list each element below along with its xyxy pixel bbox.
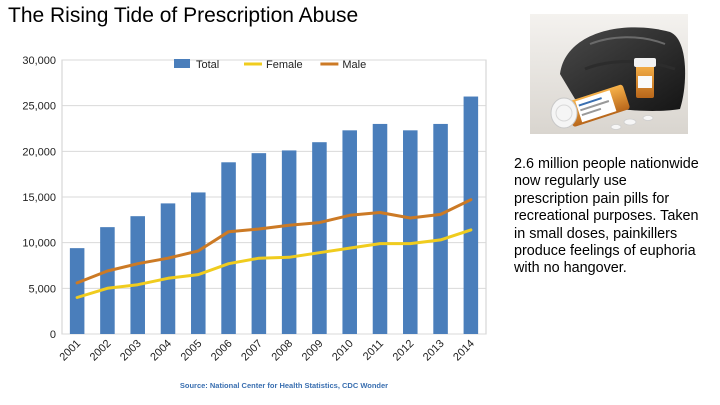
x-tick-label: 2005	[179, 338, 205, 364]
bar-total	[100, 227, 115, 334]
bar-total	[312, 142, 327, 334]
x-tick-label: 2012	[391, 338, 417, 364]
x-tick-label: 2010	[330, 338, 356, 364]
y-tick-label: 25,000	[22, 101, 56, 113]
bar-total	[281, 150, 297, 334]
x-tick-label: 2009	[300, 338, 326, 364]
bar-total	[403, 130, 418, 334]
y-tick-label: 30,000	[22, 55, 56, 67]
caption-text: 2.6 million people nationwide now regula…	[514, 156, 699, 277]
x-tick-label: 2007	[239, 338, 265, 364]
x-tick-label: 2008	[269, 338, 295, 364]
x-tick-label: 2003	[118, 338, 144, 364]
slide-title: The Rising Tide of Prescription Abuse	[8, 4, 359, 27]
bar-total	[191, 192, 206, 334]
bar-total	[342, 130, 357, 334]
y-tick-label: 15,000	[22, 192, 56, 204]
chart: 0 5,000 10,000 15,000 20,000 25,000 30,000 2001…	[4, 44, 500, 400]
y-tick-label: 10,000	[22, 238, 56, 250]
y-tick-label: 20,000	[22, 146, 56, 158]
y-tick-label: 0	[50, 329, 56, 341]
x-tick-label: 2011	[361, 338, 386, 363]
x-tick-label: 2004	[148, 338, 174, 364]
bar-total	[251, 153, 267, 334]
legend-label-female: Female	[266, 59, 303, 71]
legend-label-male: Male	[342, 59, 366, 71]
x-tick-label: 2001	[57, 338, 83, 364]
legend-swatch-total	[174, 59, 190, 68]
bar-total	[463, 96, 479, 335]
x-tick-label: 2006	[209, 338, 235, 364]
bar-total	[372, 123, 388, 334]
x-tick-label: 2002	[88, 338, 114, 364]
bar-total	[221, 162, 236, 334]
pill-bottles-photo	[530, 14, 688, 134]
bar-total	[69, 248, 85, 334]
x-tick-label: 2013	[421, 338, 447, 364]
chart-source: Source: National Center for Health Stati…	[180, 381, 388, 390]
chart-svg: 0 5,000 10,000 15,000 20,000 25,000 30,000 2001…	[22, 55, 487, 390]
line-female	[75, 228, 473, 299]
line-male	[75, 198, 473, 285]
bar-total	[130, 216, 145, 334]
bar-total	[433, 123, 448, 334]
bar-total	[160, 203, 176, 334]
legend-label-total: Total	[196, 59, 219, 71]
x-tick-label: 2014	[451, 338, 477, 364]
y-tick-label: 5,000	[28, 283, 56, 295]
